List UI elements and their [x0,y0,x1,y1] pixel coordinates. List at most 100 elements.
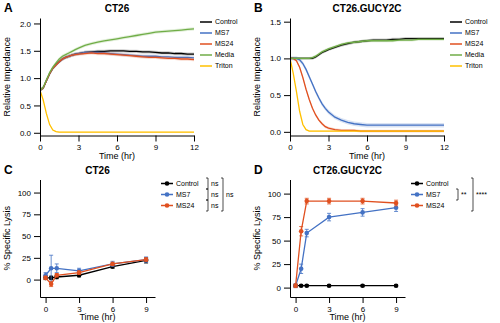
legend: ControlMS7MS24MediaTriton [450,18,488,69]
x-tick: 0 [44,297,49,314]
y-tick-mark [284,288,290,289]
point [293,283,298,288]
legend-marker [165,181,170,186]
panel-label: B [254,1,263,15]
point [43,276,48,281]
series-line [40,29,194,90]
x-tick-label: 9 [394,305,399,314]
point [43,276,48,281]
series-line [40,52,194,90]
legend-label: MS24 [215,40,233,47]
legend-item: Triton [450,62,483,69]
panel-title: CT26 [105,3,130,14]
series-line [46,260,146,284]
legend-swatch [200,65,212,67]
y-tick-label: 1.5 [270,18,282,27]
error-bar [111,261,115,266]
plot-area [290,37,444,132]
y-tick-mark [34,23,40,24]
point [327,283,332,288]
legend-item: MS24 [200,40,233,47]
error-bar [44,276,48,279]
x-tick: 9 [394,297,399,314]
legend-item: MS7 [450,29,480,36]
y-tick-label: 100 [18,189,32,198]
legend: Control MS7 MS24 Media Triton [200,18,238,69]
legend-item: MS24 [450,40,483,47]
x-axis-title: Time (hr) [329,312,365,322]
legend-label: MS7 [215,29,230,36]
legend-swatch [450,54,462,56]
panel-label: D [254,163,263,177]
y-tick: 75 [22,210,40,219]
legend-swatch [450,32,462,34]
legend-label: MS7 [426,191,441,198]
annotation: ** [461,191,467,198]
legend-item: MS24 [161,202,194,209]
legend-label: Control [215,18,238,25]
error-band [40,27,194,91]
point [327,215,332,220]
x-tick: 0 [288,136,293,153]
error-bar [144,258,148,263]
error-bar [361,198,365,204]
y-tick: 0.5 [20,102,40,111]
point [304,231,309,236]
point [394,201,399,206]
point [77,270,82,275]
error-bar [55,274,59,277]
y-tick-mark [34,78,40,79]
y-tick: 1.5 [270,18,290,27]
legend-swatch [200,54,212,56]
x-tick-mark [117,136,118,142]
x-tick-mark [156,136,157,142]
y-tick-label: 1.0 [20,74,32,83]
panel: 0369120.00.51.01.5Time (hr)Relative Impe… [252,1,488,161]
x-axis-line [291,297,406,298]
legend-swatch [200,43,212,45]
point [54,266,59,271]
bracket [206,189,208,200]
x-tick-mark [194,136,195,142]
point [144,257,149,262]
series-line [40,90,194,132]
x-tick-mark [146,297,147,303]
y-tick-mark [34,193,40,194]
legend-item: Control [411,180,449,187]
legend-item: Triton [200,62,233,69]
y-tick-mark [284,95,290,96]
series-line [290,58,444,131]
x-tick-label: 0 [294,305,299,314]
legend-marker [415,192,420,197]
point [293,283,298,288]
series-line [290,39,444,58]
point [360,210,365,215]
x-tick-label: 3 [327,143,332,152]
legend-label: MS24 [426,202,444,209]
annotation: ns [211,191,219,198]
error-bar [49,255,53,281]
y-tick: 1.0 [20,74,40,83]
error-bar [294,284,298,288]
y-tick: 1.5 [20,47,40,56]
y-tick-label: 0 [27,276,32,285]
x-tick-mark [396,297,397,303]
legend-item: Media [200,51,234,58]
legend-marker [165,192,170,197]
error-bar [77,271,81,274]
figure: 0369120.00.51.01.52.0Time (hr)Relative I… [0,0,500,323]
bracket [206,178,208,189]
y-tick-mark [34,133,40,134]
legend-label: Triton [465,62,483,69]
x-tick-mark [329,297,330,303]
y-tick-mark [34,236,40,237]
y-tick-mark [34,214,40,215]
annotation: ns [211,202,219,209]
series-line [290,58,444,125]
y-tick-mark [284,58,290,59]
series-line [290,58,444,131]
legend-swatch [450,65,462,67]
x-tick: 3 [77,136,82,153]
x-tick-label: 9 [144,305,149,314]
panel-title: CT26.GUCY2C [313,165,382,176]
